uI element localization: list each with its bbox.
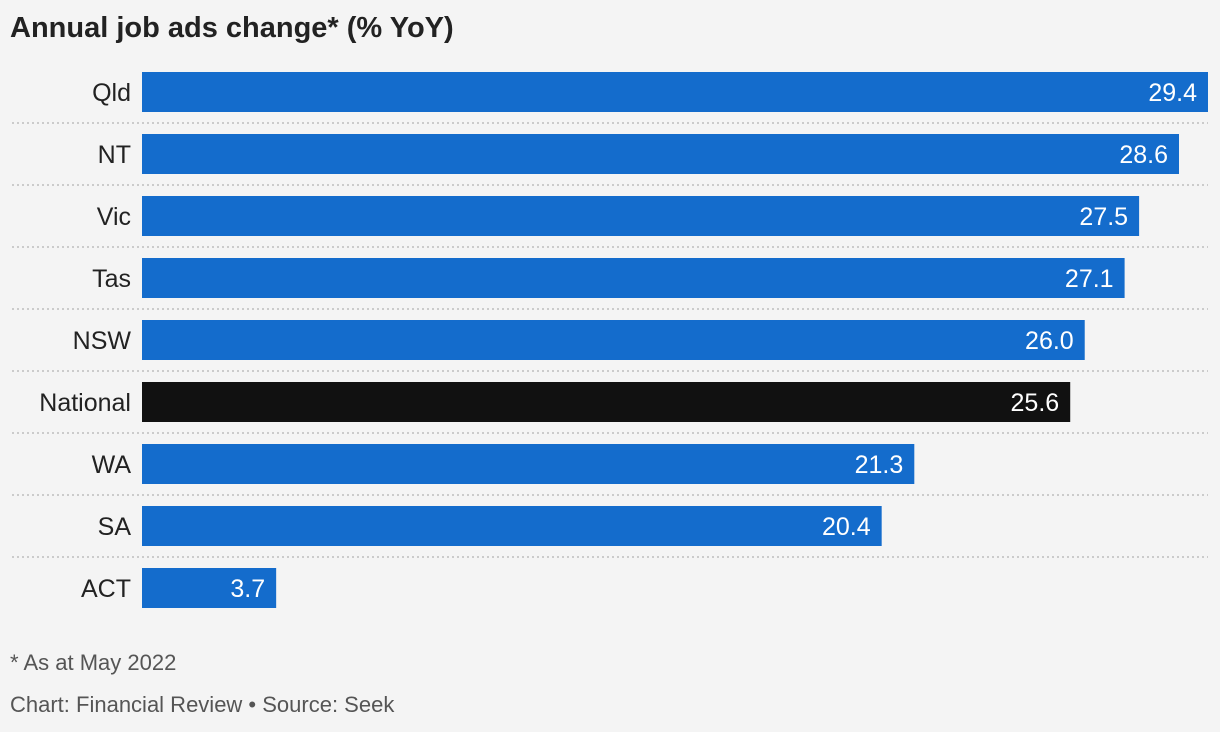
bar-national xyxy=(142,382,1071,422)
bar-nsw xyxy=(142,320,1085,360)
category-label-wa: WA xyxy=(92,451,132,479)
value-label-vic: 27.5 xyxy=(1079,203,1128,231)
value-label-nt: 28.6 xyxy=(1119,141,1168,169)
category-label-sa: SA xyxy=(98,513,132,541)
bar-chart: Qld 29.4 NT 28.6 Vic 27.5 Tas 27.1 NSW 26.0 Nation… xyxy=(12,72,1208,608)
value-label-act: 3.7 xyxy=(230,575,265,603)
category-label-nt: NT xyxy=(98,141,131,169)
bar-tas xyxy=(142,258,1125,298)
bar-nt xyxy=(142,134,1179,174)
value-label-nsw: 26.0 xyxy=(1025,327,1074,355)
bar-qld xyxy=(142,72,1208,112)
value-label-tas: 27.1 xyxy=(1065,265,1114,293)
category-label-nsw: NSW xyxy=(73,327,132,355)
chart-title: Annual job ads change* (% YoY) xyxy=(10,12,454,44)
category-label-act: ACT xyxy=(81,575,131,603)
value-label-national: 25.6 xyxy=(1011,389,1060,417)
bar-sa xyxy=(142,506,882,546)
bar-act xyxy=(142,568,277,608)
chart-footnote: * As at May 2022 xyxy=(10,650,177,675)
bar-vic xyxy=(142,196,1140,236)
bar-wa xyxy=(142,444,915,484)
value-label-wa: 21.3 xyxy=(855,451,904,479)
chart-source: Chart: Financial Review • Source: Seek xyxy=(10,692,395,717)
category-label-national: National xyxy=(39,389,131,417)
value-label-sa: 20.4 xyxy=(822,513,871,541)
category-label-vic: Vic xyxy=(97,203,131,231)
category-label-tas: Tas xyxy=(92,265,131,293)
value-label-qld: 29.4 xyxy=(1148,79,1197,107)
category-label-qld: Qld xyxy=(92,79,131,107)
